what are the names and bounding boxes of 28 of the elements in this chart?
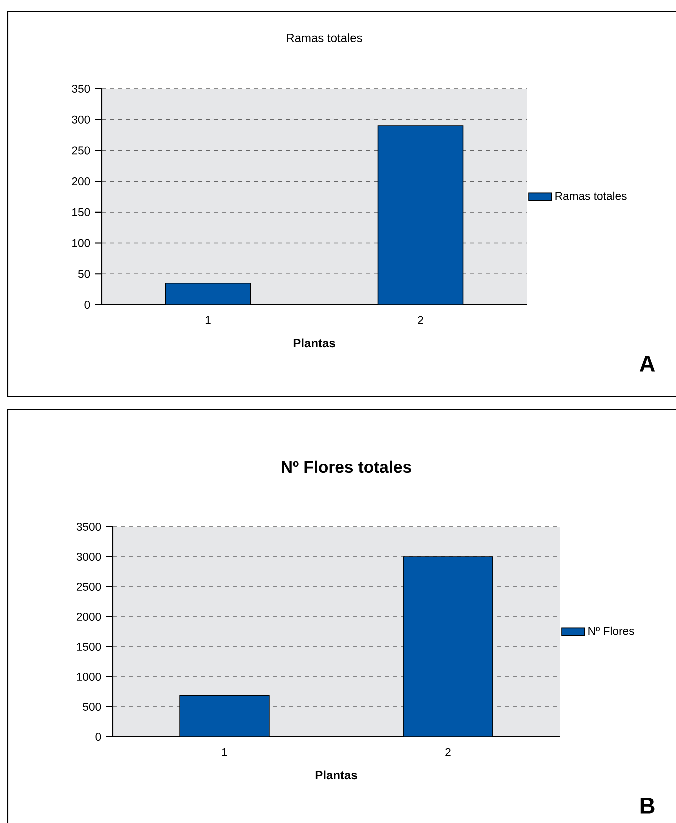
x-tick-label: 2 (446, 748, 451, 756)
y-tick-label: 250 (72, 146, 90, 155)
y-tick-label: 2000 (76, 612, 102, 621)
y-tick-label: 50 (78, 270, 90, 278)
y-tick-label: 1000 (77, 672, 102, 681)
y-tick-label: 0 (84, 300, 90, 309)
chart-title: Ramas totales (287, 34, 362, 42)
x-tick-label: 2 (418, 316, 424, 324)
x-axis-title: Plantas (316, 770, 358, 780)
chart-title: Nº Flores totales (282, 460, 412, 474)
x-axis-title: Plantas (294, 338, 336, 348)
x-tick-label: 1 (206, 316, 211, 324)
legend-label: Ramas totales (556, 192, 627, 200)
y-tick-label: 2500 (76, 582, 102, 591)
y-tick-label: 100 (72, 239, 90, 248)
x-tick-label: 1 (222, 748, 228, 756)
y-tick-label: 500 (83, 702, 102, 711)
y-tick-label: 150 (72, 208, 90, 216)
legend-label: Nº Flores (588, 626, 634, 636)
y-tick-label: 3000 (76, 552, 102, 561)
y-tick-label: 3500 (76, 522, 102, 531)
y-tick-label: 300 (72, 116, 90, 124)
y-tick-label: 350 (72, 84, 90, 93)
y-tick-label: 200 (72, 178, 90, 186)
y-tick-label: 0 (96, 732, 102, 741)
y-tick-label: 1500 (77, 642, 102, 651)
text: B (640, 798, 655, 814)
text: A (640, 356, 656, 372)
